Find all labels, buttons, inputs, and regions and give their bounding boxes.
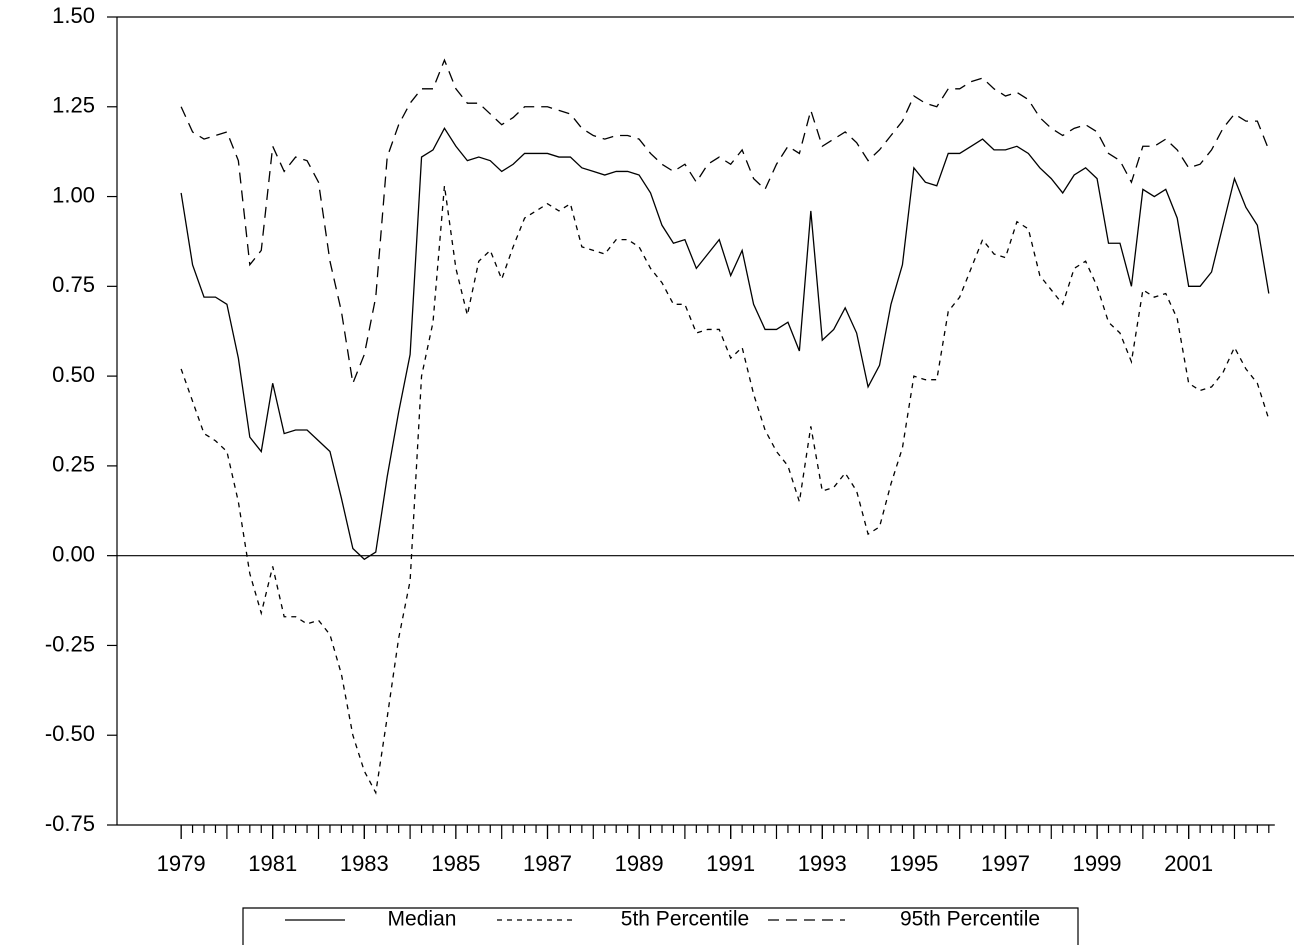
x-tick-label: 1985 [431,851,480,876]
x-tick-label: 1997 [981,851,1030,876]
x-tick-label: 1987 [523,851,572,876]
y-tick-label: -0.50 [45,721,95,746]
x-tick-label: 1993 [798,851,847,876]
x-tick-label: 1983 [340,851,389,876]
y-tick-label: -0.75 [45,811,95,836]
y-tick-label: 0.50 [52,362,95,387]
y-tick-label: 1.25 [52,93,95,118]
x-tick-label: 1995 [889,851,938,876]
series-line [180,185,1270,795]
y-tick-label: -0.25 [45,631,95,656]
y-tick-label: 0.00 [52,541,95,566]
series-line [180,127,1270,561]
x-tick-label: 1991 [706,851,755,876]
x-tick-label: 1999 [1073,851,1122,876]
legend-label: 95th Percentile [900,908,1040,931]
y-tick-label: 1.50 [52,3,95,28]
y-tick-label: 1.00 [52,182,95,207]
x-tick-label: 1981 [248,851,297,876]
y-tick-label: 0.25 [52,452,95,477]
y-tick-label: 0.75 [52,272,95,297]
x-tick-label: 1979 [157,851,206,876]
legend-label: 5th Percentile [621,908,749,931]
x-tick-label: 2001 [1164,851,1213,876]
series-line [180,58,1270,386]
legend-box [242,907,1079,945]
x-tick-label: 1989 [615,851,664,876]
legend-label: Median [388,908,457,931]
